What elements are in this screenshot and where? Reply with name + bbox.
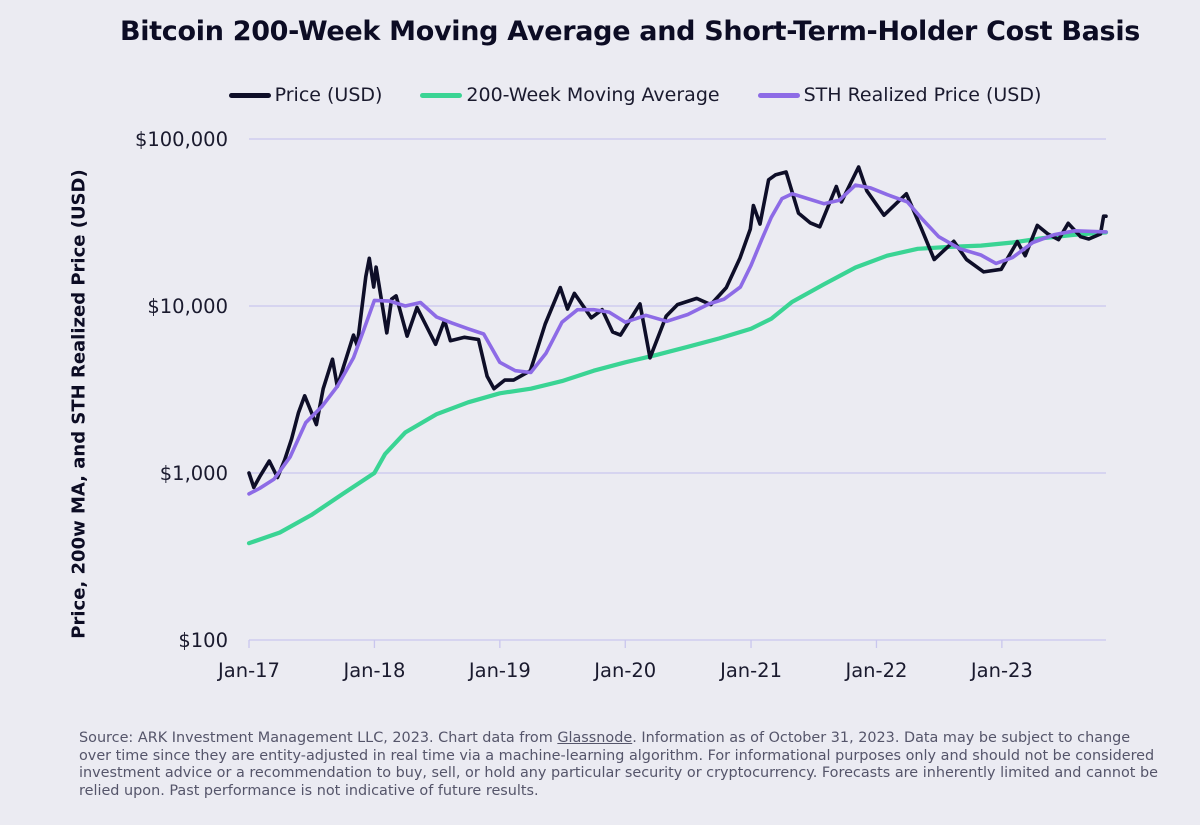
legend-label-price: Price (USD) bbox=[274, 84, 383, 106]
y-tick-label: $100 bbox=[178, 629, 228, 652]
chart-legend: Price (USD) 200-Week Moving Average STH … bbox=[0, 84, 1200, 106]
source-text-before: Source: ARK Investment Management LLC, 2… bbox=[79, 730, 558, 746]
legend-item-sth: STH Realized Price (USD) bbox=[757, 84, 1042, 106]
x-tick-label: Jan-20 bbox=[592, 659, 656, 682]
legend-item-200wma: 200-Week Moving Average bbox=[420, 84, 720, 106]
source-link-glassnode[interactable]: Glassnode bbox=[557, 730, 633, 746]
x-tick-label: Jan-23 bbox=[969, 659, 1033, 682]
series-line-sth bbox=[247, 183, 1108, 496]
legend-item-price: Price (USD) bbox=[228, 84, 383, 106]
x-tick-label: Jan-18 bbox=[341, 659, 405, 682]
legend-swatch-price bbox=[228, 92, 271, 98]
legend-label-sth: STH Realized Price (USD) bbox=[803, 84, 1042, 106]
x-tick-label: Jan-19 bbox=[467, 659, 531, 682]
chart-title: Bitcoin 200-Week Moving Average and Shor… bbox=[119, 16, 1141, 47]
x-tick-label: Jan-21 bbox=[718, 659, 782, 682]
chart-plot: $100 $1,000 $10,000 $100,000 Jan-17 Jan-18 Jan… bbox=[135, 128, 1109, 682]
series-line-price bbox=[247, 165, 1108, 490]
x-tick-label: Jan-22 bbox=[843, 659, 907, 682]
legend-label-200wma: 200-Week Moving Average bbox=[466, 84, 720, 106]
source-note: Source: ARK Investment Management LLC, 2… bbox=[79, 730, 1159, 800]
y-tick-label: $10,000 bbox=[147, 295, 228, 318]
x-tick-label: Jan-17 bbox=[216, 659, 280, 682]
y-tick-label: $100,000 bbox=[135, 128, 228, 151]
source-text-after: . Information as of October 31, 2023. Da… bbox=[79, 730, 1158, 799]
legend-swatch-sth bbox=[757, 92, 800, 98]
legend-swatch-200wma bbox=[420, 92, 463, 98]
y-tick-label: $1,000 bbox=[160, 462, 228, 485]
